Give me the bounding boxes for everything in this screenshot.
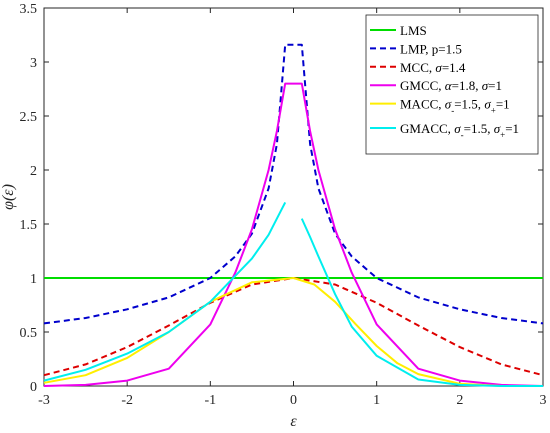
y-tick-label: 2.5 [20,110,38,125]
x-tick-label: 1 [373,393,380,408]
legend-label-lms: LMS [400,23,427,38]
x-tick-label: 3 [540,393,547,408]
legend-label-macc-1-5-1: MACC, σ-=1.5, σ+=1 [400,97,510,116]
series-line-gmacc-1-5-1 [300,218,543,387]
y-tick-label: 0.5 [20,326,38,341]
x-tick-label: -2 [121,393,133,408]
legend-label-mcc-1-4: MCC, σ=1.4 [400,60,466,75]
x-axis-label: ε [290,413,297,430]
series-line-lmp-p-1-5 [43,43,544,325]
series-line-macc-1-5-1 [43,277,543,387]
y-tick-label: 1 [30,272,37,287]
series-line-gmacc-1-5-1 [43,201,287,382]
x-tick-label: 0 [290,393,297,408]
series-lines [43,43,544,387]
y-tick-label: 0 [30,380,37,395]
y-tick-label: 1.5 [20,218,38,233]
legend-label-gmcc-1-8-1: GMCC, α=1.8, σ=1 [400,78,502,93]
y-tick-label: 2 [30,164,37,179]
series-line-mcc-1-4 [43,277,544,377]
y-axis-ticks: 0 0.5 1 1.5 2 2.5 3 3.5 [20,2,543,395]
x-tick-label: -3 [38,393,50,408]
x-tick-label: -1 [204,393,216,408]
y-axis-label: φ(ε) [0,184,17,210]
legend-label-gmacc-1-5-1: GMACC, σ-=1.5, σ+=1 [400,121,519,140]
series-line-gmcc-1-8-1 [43,82,544,387]
x-axis-ticks: -3 -2 -1 0 1 2 3 [38,8,547,408]
legend: LMS LMP, p=1.5 MCC, σ=1.4 GMCC, α=1.8, σ=1 M… [365,14,539,155]
x-tick-label: 2 [456,393,463,408]
y-tick-label: 3.5 [20,2,38,17]
legend-label-lmp-p-1-5: LMP, p=1.5 [400,41,462,56]
y-tick-label: 3 [30,56,37,71]
